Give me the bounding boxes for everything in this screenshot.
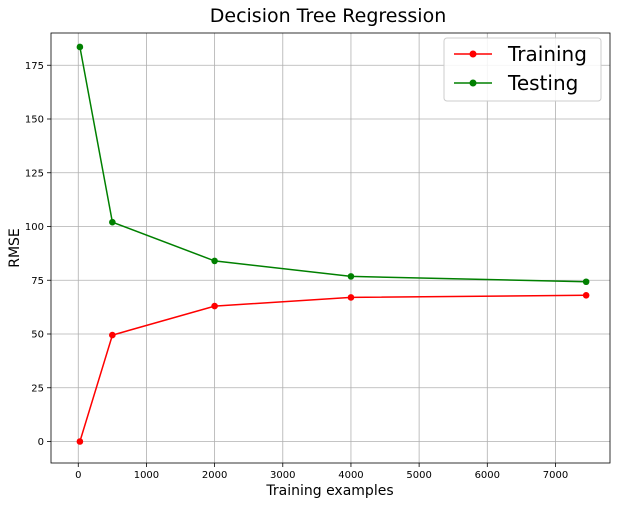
x-tick-label: 3000 bbox=[270, 470, 295, 481]
y-axis-label: RMSE bbox=[7, 228, 23, 268]
legend-label-training: Training bbox=[507, 42, 587, 66]
training-point bbox=[109, 331, 116, 339]
y-tick-label: 175 bbox=[25, 61, 44, 72]
training-point bbox=[211, 302, 218, 310]
training-point bbox=[76, 438, 84, 445]
axis-ticks: 0 1000 2000 3000 4000 5000 6000 7000 0 25 50 75 100 1… bbox=[25, 61, 568, 481]
testing-point bbox=[109, 218, 116, 226]
training-point bbox=[582, 292, 590, 299]
chart-title: Decision Tree Regression bbox=[210, 5, 446, 27]
plot-frame bbox=[50, 32, 611, 464]
legend: Training Testing bbox=[443, 37, 602, 102]
y-tick-label: 75 bbox=[31, 276, 44, 287]
x-tick-label: 2000 bbox=[202, 470, 227, 481]
x-tick-label: 5000 bbox=[406, 470, 431, 481]
testing-point bbox=[582, 278, 590, 286]
x-tick-label: 0 bbox=[75, 470, 81, 481]
x-axis-label: Training examples bbox=[265, 483, 393, 499]
y-tick-label: 25 bbox=[31, 383, 44, 394]
y-tick-label: 0 bbox=[38, 437, 44, 448]
testing-point bbox=[76, 43, 84, 51]
y-tick-label: 150 bbox=[25, 115, 44, 126]
testing-point bbox=[347, 273, 355, 280]
y-tick-label: 100 bbox=[25, 222, 44, 233]
legend-marker-testing bbox=[469, 79, 477, 87]
testing-point bbox=[211, 257, 218, 265]
y-tick-label: 50 bbox=[31, 330, 44, 341]
x-tick-label: 6000 bbox=[475, 470, 500, 481]
training-point bbox=[347, 294, 355, 301]
series-group bbox=[76, 43, 590, 445]
y-tick-label: 125 bbox=[25, 168, 44, 179]
grid bbox=[51, 33, 610, 463]
training-series-line bbox=[79, 294, 587, 442]
legend-marker-training bbox=[469, 50, 477, 58]
x-tick-label: 7000 bbox=[543, 470, 568, 481]
x-tick-label: 1000 bbox=[134, 470, 159, 481]
legend-label-testing: Testing bbox=[507, 71, 578, 95]
x-tick-label: 4000 bbox=[338, 470, 363, 481]
